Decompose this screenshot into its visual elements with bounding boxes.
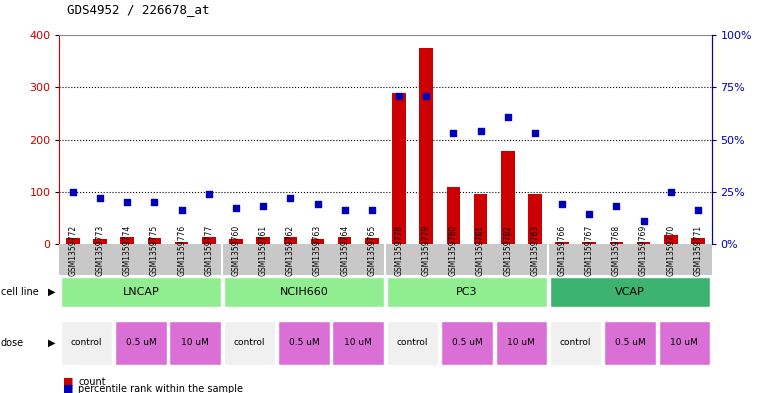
Point [176,207,188,213]
Point [692,207,704,213]
Bar [94,239,107,244]
Point [148,199,161,205]
Bar [387,277,547,307]
Point [311,201,323,207]
Point [67,188,79,195]
Point [202,191,215,197]
Bar [582,242,596,244]
Bar [224,277,384,307]
Bar [175,242,189,244]
Point [285,195,297,201]
Text: VCAP: VCAP [615,287,645,297]
Bar [387,321,438,365]
Bar [637,242,651,244]
Bar [310,239,324,244]
Point [447,130,460,136]
Text: 10 uM: 10 uM [670,338,699,347]
Bar [256,237,270,244]
Text: ▶: ▶ [48,287,56,297]
Text: 0.5 uM: 0.5 uM [451,338,482,347]
Text: 10 uM: 10 uM [181,338,209,347]
Text: GDS4952 / 226678_at: GDS4952 / 226678_at [67,3,209,16]
Text: 0.5 uM: 0.5 uM [288,338,320,347]
Text: percentile rank within the sample: percentile rank within the sample [78,384,244,393]
Point [501,114,514,120]
Bar [224,321,275,365]
Bar [550,321,601,365]
Text: NCIH660: NCIH660 [279,287,328,297]
Bar [170,321,221,365]
Bar [333,321,384,365]
Point [638,218,650,224]
Bar [501,151,514,244]
Point [529,130,541,136]
Bar [441,321,493,365]
Bar [202,237,215,244]
Text: ▶: ▶ [48,338,56,348]
Bar [610,242,623,244]
Bar [392,93,406,244]
Bar [61,277,221,307]
Text: dose: dose [1,338,24,348]
Bar [284,237,297,244]
Point [230,205,242,211]
Point [94,195,107,201]
Text: control: control [71,338,102,347]
Bar [556,242,569,244]
Text: count: count [78,377,106,387]
Bar [419,48,433,244]
Bar [604,321,656,365]
Text: LNCAP: LNCAP [123,287,159,297]
Point [610,203,622,209]
Point [121,199,133,205]
Text: 0.5 uM: 0.5 uM [615,338,645,347]
Bar [148,239,161,244]
Point [664,188,677,195]
Bar [528,194,542,244]
Bar [61,321,113,365]
Text: ■: ■ [63,384,74,393]
Bar [278,321,330,365]
Text: 10 uM: 10 uM [344,338,372,347]
Bar [550,277,710,307]
Bar [120,237,134,244]
Text: control: control [560,338,591,347]
Point [366,207,378,213]
Bar [447,187,460,244]
Point [257,203,269,209]
Text: PC3: PC3 [456,287,478,297]
Bar [365,239,379,244]
Text: control: control [234,338,266,347]
Bar [474,194,487,244]
Point [420,93,432,99]
Bar [658,321,710,365]
Text: control: control [397,338,428,347]
Bar [664,235,677,244]
Bar [495,321,547,365]
Point [556,201,568,207]
Bar [338,237,352,244]
Bar [229,239,243,244]
Point [583,211,595,218]
Text: cell line: cell line [1,287,39,297]
Text: ■: ■ [63,377,74,387]
Bar [66,239,80,244]
Point [393,93,405,99]
Text: 10 uM: 10 uM [508,338,535,347]
Bar [691,239,705,244]
Point [474,128,486,134]
Text: 0.5 uM: 0.5 uM [126,338,156,347]
Point [339,207,351,213]
Bar [115,321,167,365]
